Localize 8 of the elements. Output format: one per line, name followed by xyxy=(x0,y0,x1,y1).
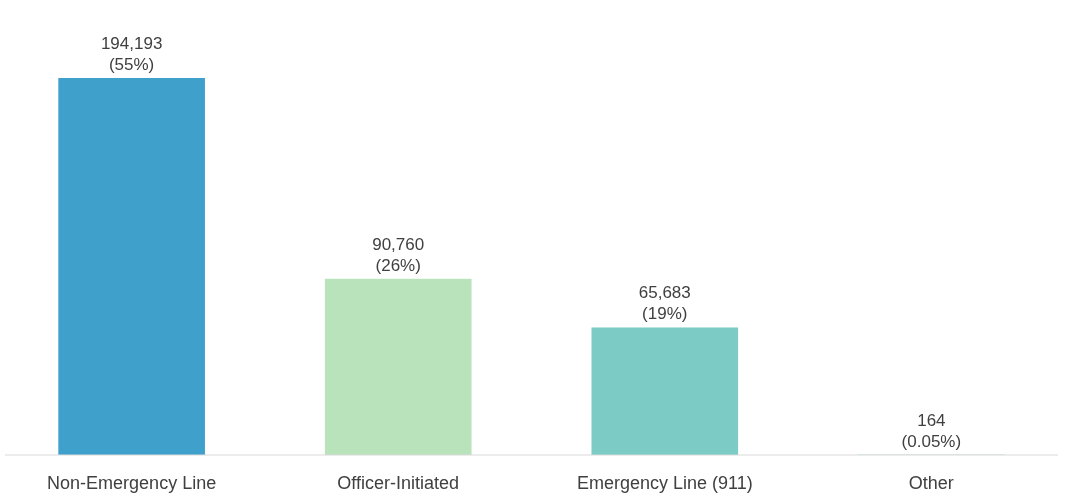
x-tick-label: Other xyxy=(908,473,954,493)
x-tick-label: Emergency Line (911) xyxy=(576,473,753,493)
data-label: 90,760 (26%) xyxy=(372,234,425,275)
x-tick-label: Officer-Initiated xyxy=(337,473,460,493)
data-label: 65,683 (19%) xyxy=(638,283,691,324)
data-label: 164 (0.05%) xyxy=(901,410,962,451)
data-label: 194,193 (55%) xyxy=(100,34,163,74)
x-tick-label: Non-Emergency Line xyxy=(47,473,217,493)
